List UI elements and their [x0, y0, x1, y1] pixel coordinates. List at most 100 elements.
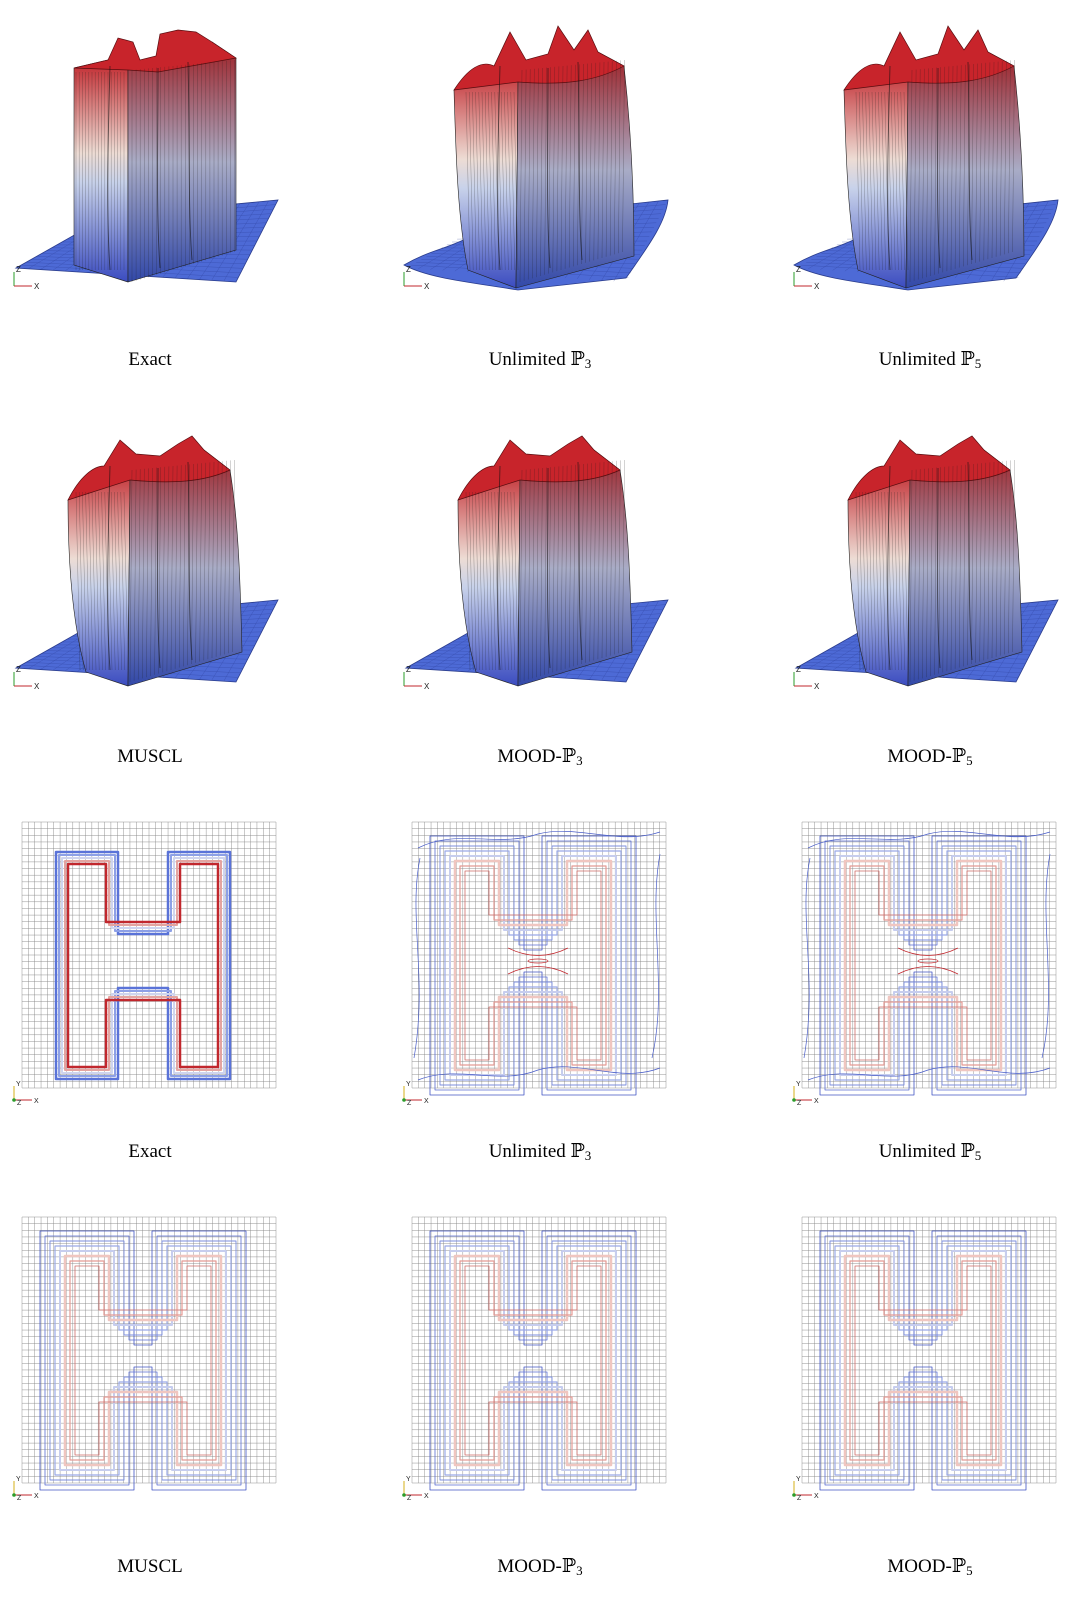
spurious-contours [803, 831, 1051, 1081]
axis-label-x: X [814, 682, 820, 691]
caption-unlimited-p5: Unlimited ℙ5 [780, 348, 1080, 372]
spurious-contours [413, 831, 661, 1081]
h-grooves [497, 461, 583, 671]
caption-sub: 5 [974, 1148, 982, 1163]
caption-contour-muscl: MUSCL [0, 1555, 300, 1579]
contour-plot-exact: Y Z X [8, 818, 288, 1108]
axis-label-x: X [34, 282, 40, 291]
caption-contour-unlimited-p5: Unlimited ℙ5 [780, 1140, 1080, 1164]
axis-triad: ZX [13, 265, 40, 291]
contour-lines [39, 1230, 247, 1491]
top-face [847, 435, 1011, 501]
front-face [73, 59, 129, 283]
top-face [67, 435, 231, 501]
axis-label-x: X [424, 282, 430, 291]
caption-sub: 5 [966, 753, 973, 768]
surface-svg: ZX [13, 29, 279, 291]
contour-svg: Y Z X [12, 821, 277, 1107]
caption-base: Exact [128, 1141, 172, 1162]
surface-mesh [75, 459, 235, 683]
surface-mesh [855, 59, 1015, 283]
caption-base: Unlimited ℙ [878, 1141, 975, 1162]
h-grooves [887, 461, 973, 671]
caption-base: MOOD-ℙ [887, 746, 967, 767]
caption-base: Unlimited ℙ [488, 349, 585, 370]
axis-label-y: Y [406, 1081, 411, 1088]
surface-svg: ZX [793, 435, 1059, 691]
contour-svg: Y Z X [402, 1216, 667, 1502]
axis-triad: Y Z X [792, 1081, 819, 1107]
caption-muscl: MUSCL [0, 745, 300, 769]
axis-triad: Y Z X [12, 1081, 39, 1107]
axis-label-y: Y [406, 1476, 411, 1483]
axis-label-z: Z [17, 1100, 22, 1107]
surface-svg: ZX [403, 435, 669, 691]
mesh-grid [21, 821, 277, 1089]
caption-sub: 3 [576, 1563, 583, 1578]
contour-plot-unlimited-p5: Y Z X [788, 818, 1068, 1108]
contour-lines [819, 1230, 1027, 1491]
axis-triad: Y Z X [792, 1476, 819, 1502]
contour-plot-unlimited-p3: Y Z X [398, 818, 678, 1108]
surface-mesh [75, 60, 235, 282]
caption-mood-p3: MOOD-ℙ3 [390, 745, 690, 769]
contour-svg: Y Z X [792, 1216, 1057, 1502]
contour-lines [54, 850, 232, 1081]
axis-label-z: Z [406, 265, 411, 274]
top-face [453, 25, 625, 91]
interior-contours [507, 947, 569, 975]
caption-base: Exact [128, 349, 172, 370]
axis-label-y: Y [796, 1476, 801, 1483]
axis-triad: ZX [793, 265, 820, 291]
top-face [73, 29, 237, 73]
axis-label-z: Z [796, 265, 801, 274]
axis-triad: ZX [793, 665, 820, 691]
caption-base: MOOD-ℙ [497, 1556, 577, 1577]
caption-base: MUSCL [117, 746, 183, 767]
contour-lines [819, 835, 1027, 1096]
contour-svg: Y Z X [792, 821, 1057, 1107]
axis-label-x: X [814, 1493, 819, 1500]
contour-lines [429, 835, 637, 1096]
caption-sub: 3 [576, 753, 583, 768]
front-face [847, 465, 911, 687]
front-face [457, 465, 521, 687]
axis-label-z: Z [797, 1100, 802, 1107]
axis-label-z: Z [16, 265, 21, 274]
caption-mood-p5: MOOD-ℙ5 [780, 745, 1080, 769]
contour-svg: Y Z X [402, 821, 667, 1107]
caption-sub: 5 [966, 1563, 973, 1578]
axis-label-x: X [34, 1098, 39, 1105]
caption-contour-mood-p3: MOOD-ℙ3 [390, 1555, 690, 1579]
axis-label-z: Z [17, 1495, 22, 1502]
caption-contour-mood-p5: MOOD-ℙ5 [780, 1555, 1080, 1579]
axis-label-x: X [814, 282, 820, 291]
top-face [457, 435, 621, 501]
h-grooves [887, 61, 973, 271]
axis-label-z: Z [407, 1495, 412, 1502]
surface-mesh [465, 59, 625, 283]
caption-base: MOOD-ℙ [497, 746, 577, 767]
axis-label-x: X [34, 682, 40, 691]
axis-label-y: Y [16, 1081, 21, 1088]
axis-label-x: X [424, 682, 430, 691]
axis-triad: ZX [403, 265, 430, 291]
top-face [843, 25, 1015, 91]
axis-label-y: Y [796, 1081, 801, 1088]
contour-plot-mood-p3: Y Z X [398, 1213, 678, 1503]
h-grooves [107, 461, 193, 671]
axis-label-x: X [34, 1493, 39, 1500]
caption-base: MOOD-ℙ [887, 1556, 967, 1577]
caption-contour-exact: Exact [0, 1140, 300, 1164]
axis-triad: ZX [13, 665, 40, 691]
axis-label-z: Z [407, 1100, 412, 1107]
contour-plot-mood-p5: Y Z X [788, 1213, 1068, 1503]
axis-triad: ZX [403, 665, 430, 691]
axis-label-x: X [814, 1098, 819, 1105]
front-face [67, 465, 131, 687]
surface-svg: ZX [403, 25, 669, 291]
axis-label-y: Y [16, 1476, 21, 1483]
